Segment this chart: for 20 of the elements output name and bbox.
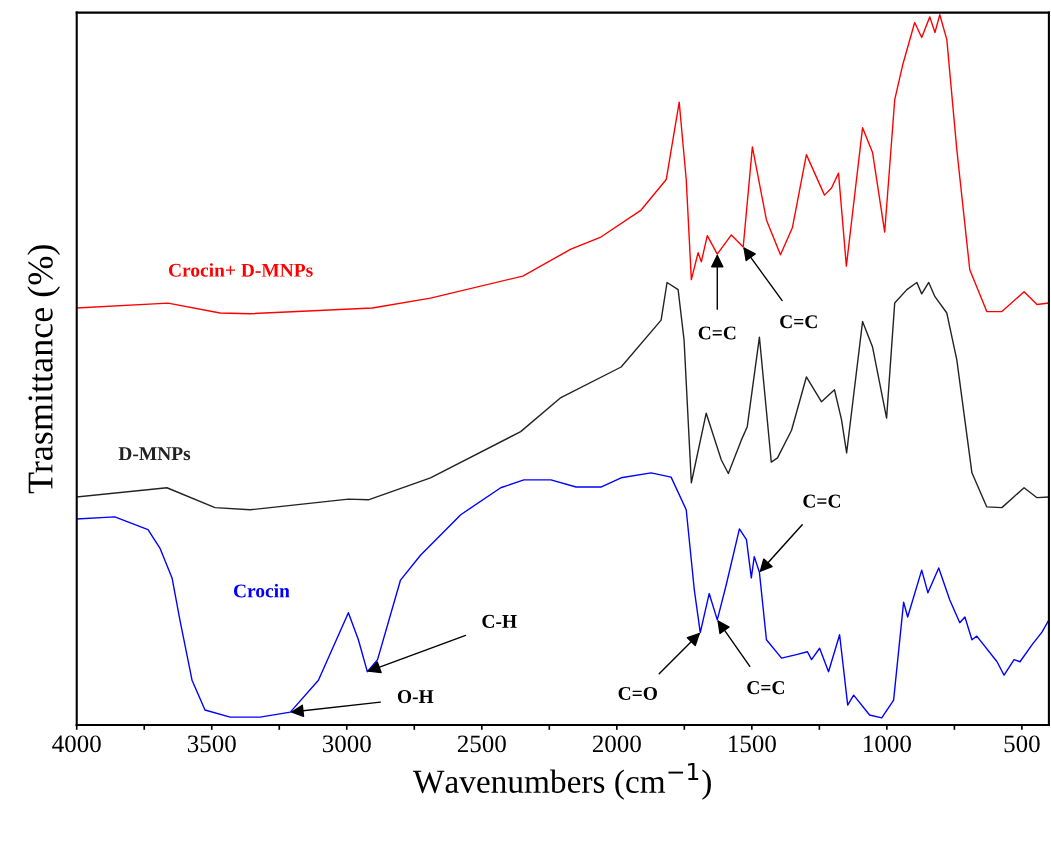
annotation: C=C — [803, 494, 841, 508]
x-axis-title: Wavenumbers (cm$^{−1}$) — [413, 762, 711, 800]
x-tick-label: 4000 — [52, 735, 101, 753]
x-tick-label: 2000 — [592, 735, 641, 753]
y-axis-title: Trasmittance (%) — [27, 245, 61, 494]
x-tick-label: 2500 — [457, 735, 506, 753]
series-label: Crocin+ D-MNPs — [168, 263, 313, 277]
annotation: C=C — [780, 315, 817, 329]
annotation: C-H — [482, 614, 517, 628]
x-tick-label: 3000 — [322, 735, 371, 753]
x-tick-label: 1000 — [864, 735, 911, 753]
x-tick-label: 3500 — [187, 735, 236, 753]
x-tick-label: 1500 — [729, 735, 776, 753]
x-tick-label: 500 — [1004, 735, 1040, 753]
series-label: D-MNPs — [118, 447, 191, 461]
annotation: C=C — [747, 681, 784, 695]
annotation: C=O — [618, 686, 657, 700]
annotation: O-H — [397, 690, 434, 704]
text: Crocin — [233, 583, 290, 598]
annotation: C=C — [698, 326, 736, 340]
